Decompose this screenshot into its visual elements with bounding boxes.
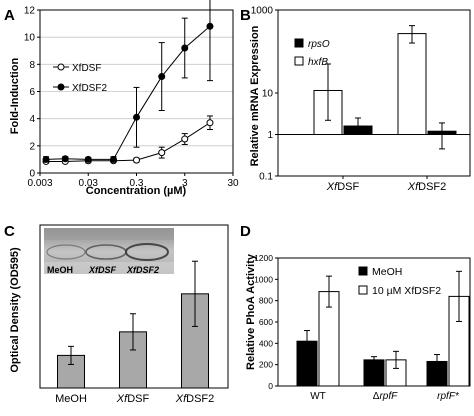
panel-a-series-line-1	[46, 122, 211, 162]
panel-a-point	[133, 113, 140, 121]
panel-a-legend: XfDSF XfDSF2	[53, 63, 107, 94]
panel-a-point	[42, 155, 50, 163]
panel-c-category-label: XfDSF	[116, 393, 150, 405]
panel-d-category-label: WT	[310, 391, 326, 402]
panel-a-series-line-2	[46, 25, 211, 160]
panel-d-category-label: rpfF*	[437, 391, 460, 402]
panel-b-ytick-label: 0.1	[259, 172, 273, 183]
panel-b-category-label: XfDSF	[326, 181, 360, 193]
panel-d-legend: MeOH 10 µM XfDSF2	[358, 266, 441, 297]
panel-c-letter: C	[4, 223, 15, 240]
panel-a-xtick-label: 0.03	[79, 178, 99, 189]
panel-c-category-label: XfDSF2	[175, 393, 215, 405]
panel-d-ytick-label: 200	[259, 360, 273, 370]
panel-a-xlabel: Concentration (µM)	[86, 185, 187, 197]
legend-xfdsf2-swatch	[358, 285, 368, 295]
panel-a-point	[181, 135, 189, 143]
panel-b-ytick-label: 1	[267, 130, 273, 141]
panel-a-ytick-label: 12	[24, 6, 36, 17]
legend-xfdsf-label: XfDSF	[72, 63, 101, 74]
panel-a-ytick-label: 6	[29, 87, 35, 98]
panel-b-legend: rpsO hxfB	[294, 38, 330, 68]
legend-meoh-label: MeOH	[372, 266, 402, 278]
legend-xfdsf2-label: XfDSF2	[72, 83, 107, 94]
panel-d-ytick-label: 0	[268, 381, 273, 391]
panel-a-xtick-label: 0.3	[130, 178, 144, 189]
panel-a-point	[181, 44, 189, 52]
panel-b-ylabel: Relative mRNA Expression	[249, 25, 261, 166]
panel-a-point	[133, 156, 140, 164]
panel-d-ylabel: Relative PhoA Activity	[245, 253, 257, 370]
panel-a-plot-frame	[39, 9, 234, 174]
panel-b: B Relative mRNA Expression 0.1 1 10 1000 Xf…	[240, 6, 471, 193]
panel-a-point	[158, 73, 166, 81]
plate-photo-inset: MeOH XfDSF XfDSF2	[44, 228, 174, 275]
panel-d-letter: D	[240, 223, 251, 240]
panel-a-xtick-label: 30	[227, 178, 239, 189]
panel-c-ylabel-text: Optical Density (OD595)	[9, 247, 21, 373]
panel-a-letter: A	[4, 7, 15, 24]
panel-a: A Fold-Induction 0 2 4 6 8 10 12 0.003 0.03 0.3 3 3…	[4, 0, 239, 197]
inset-label-meoh: MeOH	[47, 265, 73, 275]
inset-label-xfdsf2: XfDSF2	[126, 265, 159, 275]
panel-b-plot-frame	[277, 9, 471, 177]
panel-a-ytick-label: 10	[24, 33, 36, 44]
panel-b-letter: B	[240, 7, 251, 24]
panel-a-point	[206, 119, 214, 127]
panel-d-category-label: ΔrpfF	[373, 391, 398, 402]
panel-b-ytick-label: 1000	[251, 6, 274, 17]
panel-b-bar	[397, 33, 427, 135]
panel-d: D Relative PhoA Activity 0 200 400 600 800 10…	[240, 223, 471, 402]
panel-d-ytick-label: 400	[259, 338, 273, 348]
panel-c-ylabel: Optical Density (OD595)	[9, 247, 21, 373]
panel-a-ytick-label: 2	[29, 141, 35, 152]
panel-c-category-label: MeOH	[55, 393, 87, 405]
panel-a-xtick-label: 0.003	[27, 178, 52, 189]
legend-xfdsf2-label-d: 10 µM XfDSF2	[372, 285, 441, 297]
panel-a-ylabel: Fold-Induction	[9, 58, 21, 135]
panel-b-ytick-label: 10	[262, 89, 274, 100]
panel-a-ytick-label: 4	[29, 114, 35, 125]
legend-xfdsf-marker	[57, 63, 65, 71]
legend-hxfb-label: hxfB	[308, 57, 328, 68]
panel-a-point	[109, 155, 117, 163]
inset-label-xfdsf: XfDSF	[88, 265, 117, 275]
panel-a-point	[84, 155, 92, 163]
panel-d-bar	[363, 359, 385, 387]
panel-a-point	[206, 22, 214, 30]
legend-rpso-label: rpsO	[308, 39, 330, 50]
panel-b-category-label: XfDSF2	[407, 181, 447, 193]
legend-hxfb-swatch	[294, 56, 304, 66]
panel-d-ytick-label: 600	[259, 317, 273, 327]
panel-c: C Optical Density (OD595) MeOH XfDSF XfD…	[4, 223, 229, 405]
panel-a-ytick-label: 0	[29, 169, 35, 180]
panel-d-ytick-label: 1200	[254, 253, 273, 263]
panel-a-ytick-label: 8	[29, 60, 35, 71]
legend-meoh-swatch	[358, 266, 368, 276]
panel-d-ytick-label: 800	[259, 296, 273, 306]
panel-a-point	[158, 149, 166, 157]
panel-a-point	[61, 155, 69, 163]
legend-rpso-swatch	[294, 38, 304, 48]
panel-a-xtick-label: 3	[182, 178, 188, 189]
legend-xfdsf2-marker	[57, 83, 65, 91]
panel-d-ytick-label: 1000	[254, 274, 273, 284]
